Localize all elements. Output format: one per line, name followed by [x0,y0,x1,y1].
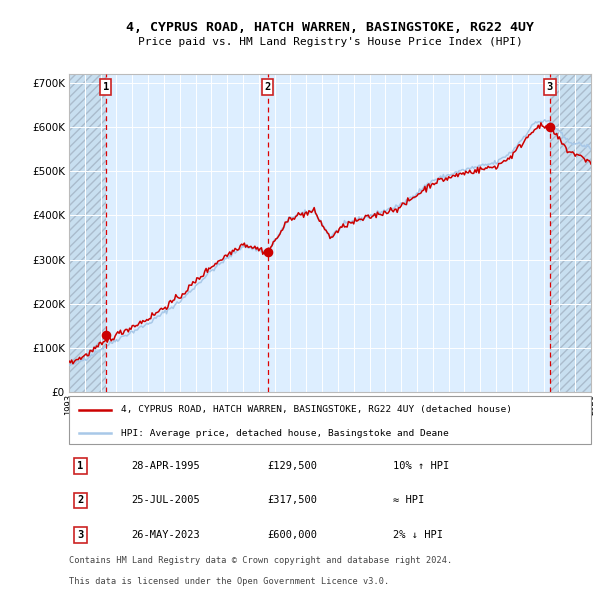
Text: 2% ↓ HPI: 2% ↓ HPI [392,530,443,540]
Text: 26-MAY-2023: 26-MAY-2023 [131,530,200,540]
Text: This data is licensed under the Open Government Licence v3.0.: This data is licensed under the Open Gov… [69,577,389,586]
Text: 10% ↑ HPI: 10% ↑ HPI [392,461,449,471]
Text: ≈ HPI: ≈ HPI [392,496,424,506]
Bar [550,74,591,392]
Text: 1: 1 [77,461,83,471]
Text: Price paid vs. HM Land Registry's House Price Index (HPI): Price paid vs. HM Land Registry's House … [137,37,523,47]
Point [263,247,272,257]
Text: 1: 1 [103,82,109,92]
Text: 2: 2 [265,82,271,92]
Text: 3: 3 [77,530,83,540]
Text: £129,500: £129,500 [268,461,317,471]
Text: 4, CYPRUS ROAD, HATCH WARREN, BASINGSTOKE, RG22 4UY: 4, CYPRUS ROAD, HATCH WARREN, BASINGSTOK… [126,21,534,34]
Text: £317,500: £317,500 [268,496,317,506]
Bar [69,74,106,392]
Text: Contains HM Land Registry data © Crown copyright and database right 2024.: Contains HM Land Registry data © Crown c… [69,556,452,565]
Text: 2: 2 [77,496,83,506]
Point [101,330,110,340]
Text: 4, CYPRUS ROAD, HATCH WARREN, BASINGSTOKE, RG22 4UY (detached house): 4, CYPRUS ROAD, HATCH WARREN, BASINGSTOK… [121,405,512,414]
Text: 25-JUL-2005: 25-JUL-2005 [131,496,200,506]
Text: £600,000: £600,000 [268,530,317,540]
Text: 28-APR-1995: 28-APR-1995 [131,461,200,471]
Point [545,122,554,132]
FancyBboxPatch shape [69,396,591,444]
Text: 3: 3 [547,82,553,92]
Text: HPI: Average price, detached house, Basingstoke and Deane: HPI: Average price, detached house, Basi… [121,429,449,438]
